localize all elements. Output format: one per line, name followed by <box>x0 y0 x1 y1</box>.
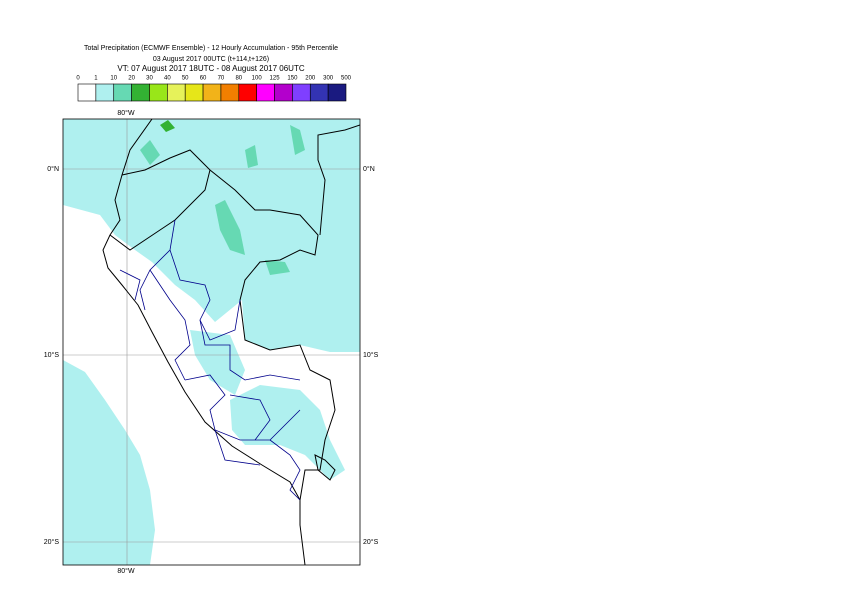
legend-label: 150 <box>287 76 298 82</box>
title: Total Precipitation (ECMWF Ensemble) - 1… <box>84 45 338 52</box>
legend-label: 300 <box>323 76 334 82</box>
precip-field <box>63 119 360 565</box>
precip-patches <box>140 125 305 275</box>
legend-swatch <box>113 83 132 102</box>
legend-swatch <box>238 83 257 102</box>
legend-label: 80 <box>235 76 242 82</box>
country-borders <box>102 119 360 565</box>
lat-label-left: 20°S <box>44 538 60 546</box>
legend-label: 70 <box>218 76 225 82</box>
lon-label-top: 80°W <box>117 109 135 117</box>
base-time: 03 August 2017 00UTC (t+114,t+126) <box>153 56 269 63</box>
lon-label-bottom: 80°W <box>117 567 135 575</box>
lat-label-right: 0°N <box>363 165 375 173</box>
legend-label: 125 <box>270 76 281 82</box>
legend-swatch <box>202 83 222 102</box>
legend-label: 60 <box>200 76 207 82</box>
legend-swatch <box>309 83 329 102</box>
map: 80°W 80°W 0°N 0°N 10°S 10°S 20°S 20°S <box>44 109 379 575</box>
graticule <box>63 119 360 565</box>
legend-swatch <box>131 83 150 102</box>
legend-label: 10 <box>110 76 117 82</box>
map-frame <box>62 118 361 566</box>
legend-swatch <box>149 83 168 102</box>
lat-label-left: 0°N <box>47 165 59 173</box>
legend-label: 1 <box>94 76 98 82</box>
legend-swatch <box>327 83 347 102</box>
legend-label: 50 <box>182 76 189 82</box>
legend-swatch <box>95 83 115 102</box>
legend-label: 0 <box>76 76 80 82</box>
lat-label-right: 20°S <box>363 538 379 546</box>
legend-label: 20 <box>128 76 135 82</box>
legend-swatch <box>256 83 275 102</box>
legend-swatch <box>184 83 204 102</box>
legend-label: 500 <box>341 76 352 82</box>
legend-swatch <box>77 83 97 102</box>
lat-label-right: 10°S <box>363 351 379 359</box>
region-borders <box>119 219 301 501</box>
legend-label: 100 <box>252 76 263 82</box>
legend-label: 40 <box>164 76 171 82</box>
legend: 0 1 10 20 30 40 50 60 70 80 100 125 150 200 300 500 <box>76 76 352 102</box>
legend-label: 30 <box>146 76 153 82</box>
lat-label-left: 10°S <box>44 351 60 359</box>
valid-time: VT: 07 August 2017 18UTC - 08 August 201… <box>117 64 304 73</box>
legend-swatch <box>220 83 240 102</box>
legend-swatch <box>167 83 186 102</box>
legend-swatch <box>274 83 293 102</box>
legend-label: 200 <box>305 76 316 82</box>
precip-patch-green <box>160 120 175 132</box>
legend-swatch <box>292 83 311 102</box>
